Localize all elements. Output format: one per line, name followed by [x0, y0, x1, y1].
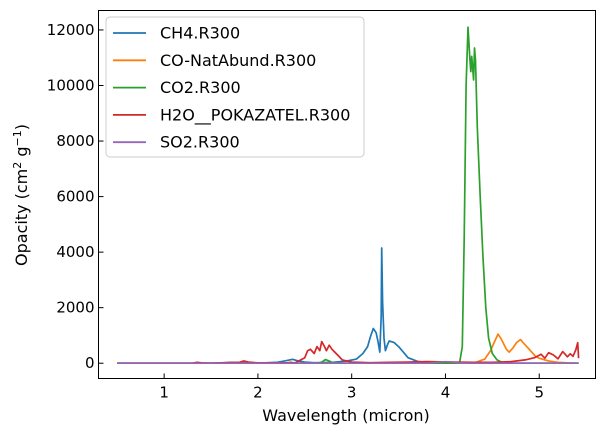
series-line-so2-r300	[117, 360, 579, 365]
legend-label: CO-NatAbund.R300	[160, 51, 316, 70]
legend-label: SO2.R300	[160, 133, 240, 152]
y-tick-label: 10000	[47, 76, 95, 94]
x-tick-label: 5	[534, 384, 544, 402]
series-line-ch4-r300	[117, 247, 579, 365]
series-line-co2-r300	[117, 26, 579, 365]
y-tick-label: 2000	[56, 299, 94, 317]
x-tick-label: 2	[253, 384, 263, 402]
x-axis-label: Wavelength (micron)	[262, 406, 429, 425]
y-tick-label: 0	[85, 354, 95, 372]
y-tick-label: 8000	[56, 132, 94, 150]
series-line-co-natabund-r300	[117, 333, 579, 365]
legend: CH4.R300 CO-NatAbund.R300 CO2.R300 H2O__POK…	[105, 16, 365, 158]
legend-label: CO2.R300	[160, 78, 241, 97]
y-tick-label: 6000	[56, 188, 94, 206]
legend-label: H2O__POKAZATEL.R300	[160, 105, 350, 125]
y-axis-label: Opacity (cm2 g−1)	[11, 124, 32, 266]
legend-box	[105, 16, 365, 158]
x-tick-label: 1	[159, 384, 169, 402]
plot-frame	[98, 10, 596, 379]
x-tick-label: 3	[347, 384, 357, 402]
legend-label: CH4.R300	[160, 24, 240, 43]
x-axis-ticks: 1 2 3 4 5	[159, 373, 544, 402]
y-tick-label: 12000	[47, 21, 95, 39]
y-axis-ticks: 0 2000 4000 6000 8000 10000 12000	[47, 21, 104, 372]
x-tick-label: 4	[441, 384, 451, 402]
y-tick-label: 4000	[56, 243, 94, 261]
series-layer	[117, 26, 580, 365]
